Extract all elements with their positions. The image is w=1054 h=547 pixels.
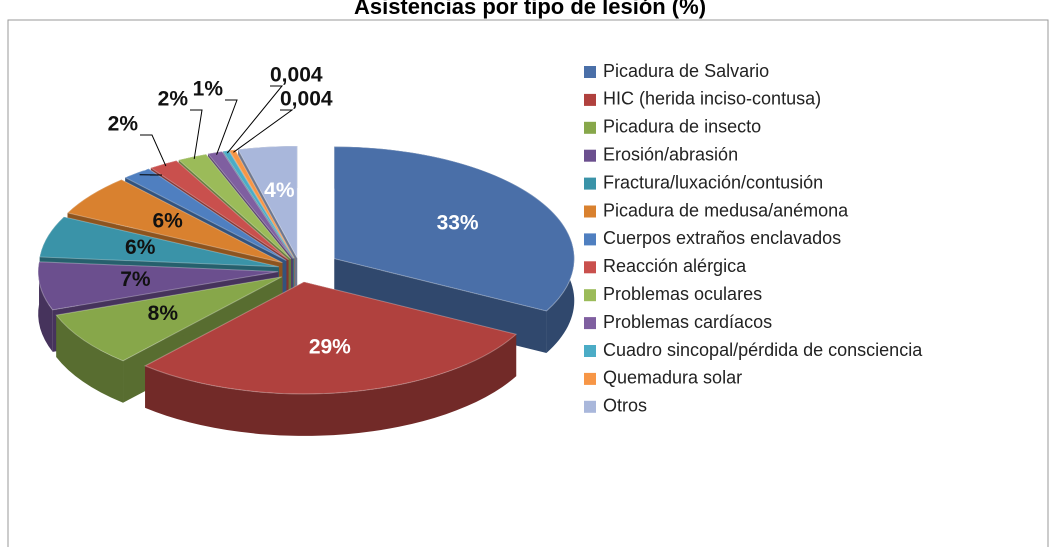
data-label: 2% [108, 113, 139, 136]
legend-swatch [584, 345, 596, 357]
data-label: 6% [152, 210, 183, 233]
leader-line [226, 85, 284, 154]
slice [124, 168, 287, 261]
legend-swatch [584, 149, 596, 162]
slice [149, 160, 289, 261]
leader-line [233, 109, 294, 153]
slice [37, 261, 279, 311]
legend-label: Fractura/luxación/contusión [603, 172, 823, 192]
slice [39, 216, 279, 268]
data-label: 4% [264, 179, 295, 202]
legend-swatch [584, 289, 596, 302]
legend-swatch [584, 205, 596, 218]
legend-swatch [584, 372, 596, 385]
data-label: 2% [158, 88, 189, 111]
legend-swatch [584, 233, 596, 246]
legend-label: Picadura de Salvario [603, 61, 769, 81]
data-label: 2% [118, 153, 149, 176]
legend-label: Picadura de insecto [603, 117, 761, 137]
leader-line [190, 109, 203, 160]
slice [207, 150, 294, 259]
legend-label: Quemadura solar [603, 368, 742, 388]
pie-tops [37, 145, 575, 395]
legend-swatch [584, 177, 596, 190]
leader-line [140, 134, 167, 167]
legend-swatch [584, 261, 596, 274]
slice [66, 179, 283, 264]
data-label: 7% [120, 268, 151, 291]
legend-label: Problemas cardíacos [603, 312, 772, 332]
legend-label: Cuerpos extraños enclavados [603, 228, 841, 248]
leader-line [216, 99, 238, 155]
legend-label: Otros [603, 396, 647, 416]
legend-label: Problemas oculares [603, 284, 762, 304]
data-label: 0,004 [270, 64, 323, 87]
chart-title: Asistencias por tipo de lesión (%) [354, 0, 706, 19]
legend: Picadura de Salvario HIC (herida inciso-c… [584, 61, 923, 416]
data-label: 0,004 [280, 88, 333, 111]
slice [333, 146, 575, 312]
data-label: 8% [148, 302, 179, 325]
legend-label: Picadura de medusa/anémona [603, 200, 849, 220]
data-label: 33% [437, 212, 479, 235]
legend-label: Reacción alérgica [603, 256, 747, 276]
data-label: 29% [309, 336, 351, 359]
legend-swatch [584, 317, 596, 330]
slice [143, 281, 518, 395]
slice-wall [145, 334, 517, 436]
slice-wall [56, 315, 124, 403]
legend-swatch [584, 400, 596, 413]
legend-swatch [584, 66, 596, 78]
legend-swatch [584, 121, 596, 134]
data-label: 1% [193, 78, 224, 101]
slice [55, 276, 283, 362]
slice [177, 153, 292, 260]
legend-label: Erosión/abrasión [603, 144, 738, 164]
data-label: 6% [125, 236, 156, 259]
legend-swatch [584, 93, 596, 106]
slice-wall [38, 261, 53, 352]
legend-label: HIC (herida inciso-contusa) [603, 89, 821, 109]
legend-label: Cuadro sincopal/pérdida de consciencia [603, 340, 923, 360]
